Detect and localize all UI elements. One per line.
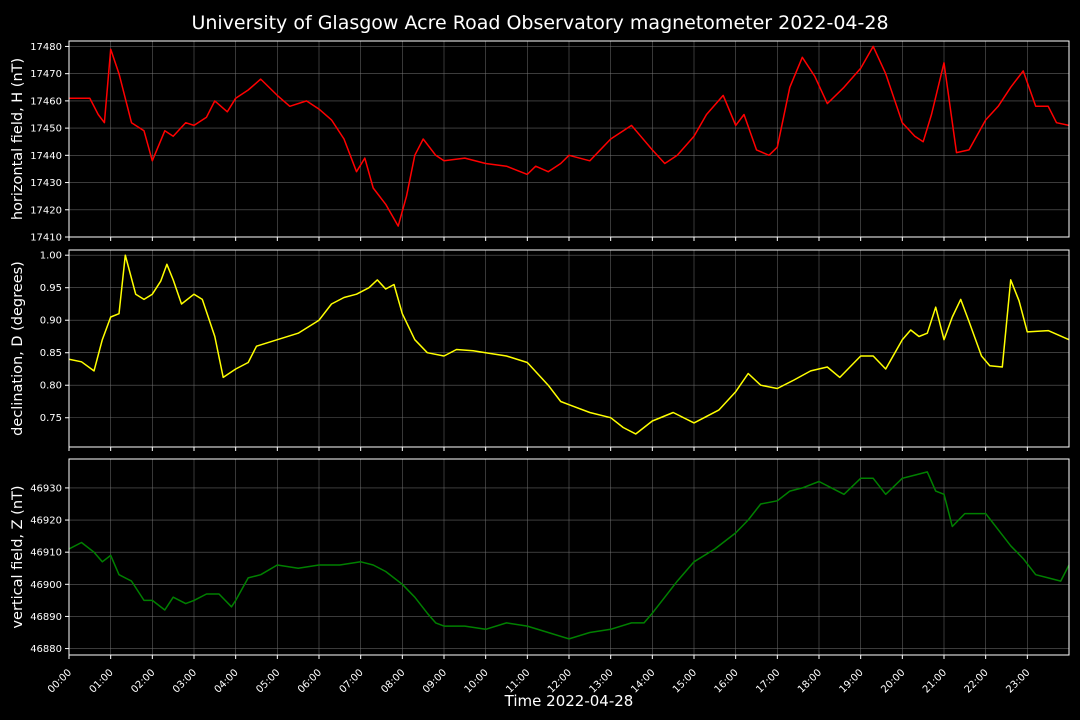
panels-group: 17410 17420 17430 17440 17450 17460 17470 17480… xyxy=(10,40,1070,659)
x-axis-label: Time 2022-04-28 xyxy=(504,692,634,710)
z-panel: 46880 46890 46900 46910 46920 46930 vertical f… xyxy=(10,458,1070,659)
d-panel: 0.75 0.80 0.85 0.90 0.95 1.00 declination, D (… xyxy=(10,249,1070,451)
y-tick-label: 17410 xyxy=(30,233,62,244)
grid-lines xyxy=(68,459,1069,655)
y-tick-label: 46920 xyxy=(30,516,62,527)
y-tick-label: 0.75 xyxy=(40,413,62,424)
y-tick-label: 0.90 xyxy=(40,316,62,327)
y-tick-label: 46930 xyxy=(30,483,62,494)
y-axis-label: vertical field, Z (nT) xyxy=(10,485,26,628)
y-tick-label: 17480 xyxy=(30,42,62,53)
y-tick-label: 17430 xyxy=(30,178,62,189)
y-axis-label: declination, D (degrees) xyxy=(10,261,26,436)
y-tick-label: 17440 xyxy=(30,151,62,162)
y-tick-label: 46900 xyxy=(30,580,62,591)
y-tick-label: 1.00 xyxy=(40,251,62,262)
y-tick-label: 17460 xyxy=(30,96,62,107)
chart-title: University of Glasgow Acre Road Observat… xyxy=(191,12,888,34)
y-tick-label: 17470 xyxy=(30,69,62,80)
h-panel: 17410 17420 17430 17440 17450 17460 17470 17480… xyxy=(10,40,1070,244)
y-tick-label: 17450 xyxy=(30,124,62,135)
h-panel-series-line xyxy=(69,45,1069,227)
y-tick-label: 0.80 xyxy=(40,381,62,392)
d-panel-series-line xyxy=(69,254,1069,435)
y-tick-label: 46880 xyxy=(30,644,62,655)
z-panel-series-line xyxy=(69,471,1069,640)
y-tick-label: 0.95 xyxy=(40,283,62,294)
y-tick-label: 46890 xyxy=(30,612,62,623)
y-tick-label: 17420 xyxy=(30,205,62,216)
y-axis-label: horizontal field, H (nT) xyxy=(10,58,26,220)
y-tick-label: 0.85 xyxy=(40,348,62,359)
y-tick-label: 46910 xyxy=(30,548,62,559)
grid-lines xyxy=(68,250,1069,447)
